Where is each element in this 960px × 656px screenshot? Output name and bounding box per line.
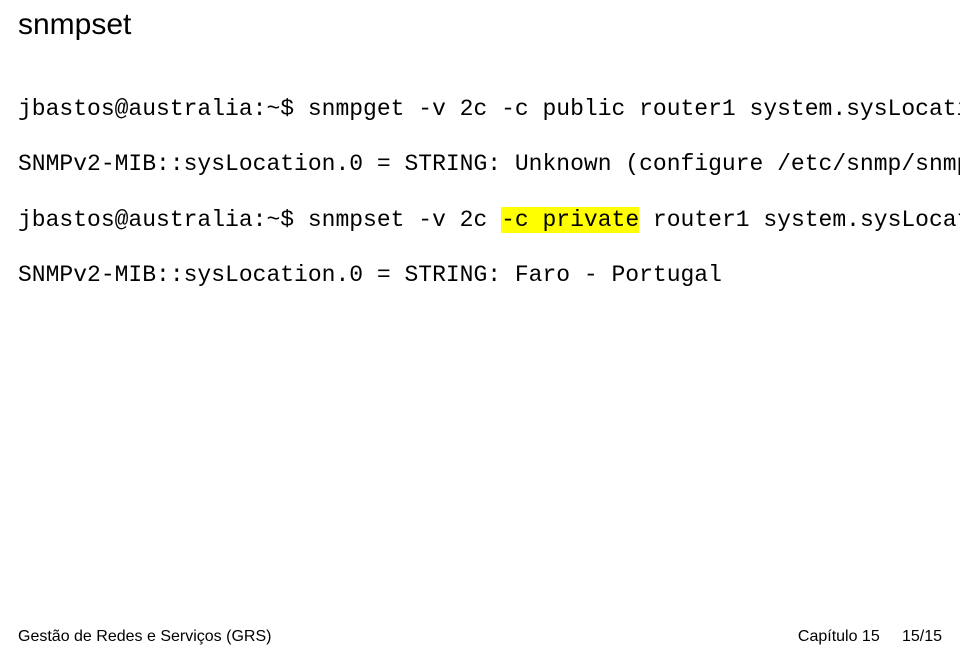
terminal-block-3: jbastos@australia:~$ snmpset -v 2c -c pr… [18,206,942,235]
footer-left: Gestão de Redes e Serviços (GRS) [18,628,271,646]
terminal-block-1: jbastos@australia:~$ snmpget -v 2c -c pu… [18,95,942,124]
terminal-block-2: SNMPv2-MIB::sysLocation.0 = STRING: Unkn… [18,150,942,179]
cmd-prefix: jbastos@australia:~$ snmpset -v 2c [18,207,501,233]
slide-title: snmpset [18,8,131,42]
terminal-block-4: SNMPv2-MIB::sysLocation.0 = STRING: Faro… [18,261,942,290]
cmd-mid: router1 system.sysLocation.0 [639,207,960,233]
slide-footer: Gestão de Redes e Serviços (GRS) Capítul… [18,628,942,646]
slide-content: jbastos@australia:~$ snmpget -v 2c -c pu… [18,95,942,317]
footer-right: Capítulo 15 15/15 [798,628,942,646]
cmd-highlight-community: -c private [501,207,639,233]
slide: snmpset jbastos@australia:~$ snmpget -v … [0,0,960,656]
